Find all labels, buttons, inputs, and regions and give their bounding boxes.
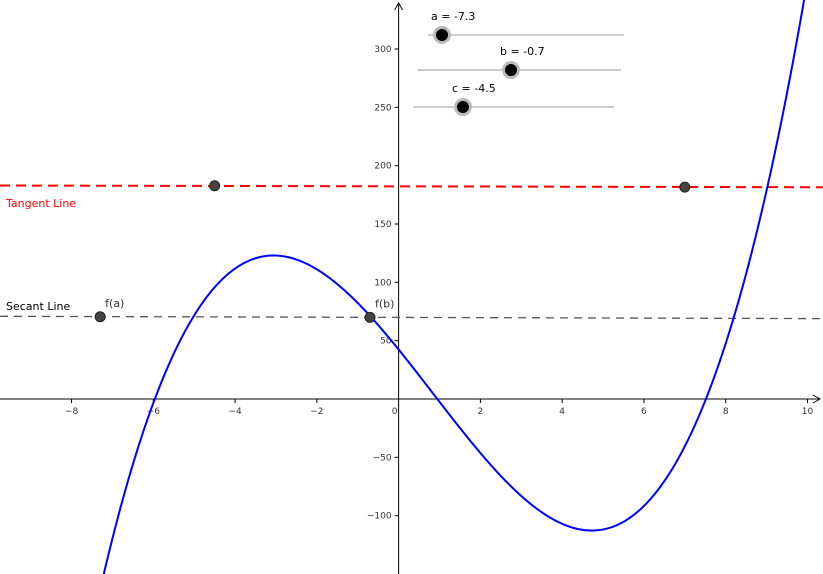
x-axis-arrow [812,394,822,404]
point-label: f(b) [375,297,394,310]
function-curve-group [99,0,808,574]
y-axis-arrow [394,1,404,11]
secant-line-label: Secant Line [6,300,70,313]
function-curve[interactable] [99,0,808,574]
point-label: f(a) [105,297,124,310]
line-labels: Tangent Line Secant Line [5,197,76,313]
tangent-line[interactable] [0,184,823,189]
slider-a-label: a = -7.3 [431,10,475,23]
x-tick-label: −8 [65,407,79,417]
y-tick-label: 50 [380,337,392,347]
graph-point[interactable] [679,181,691,193]
slider-c-knob[interactable] [457,101,469,113]
sliders-panel: a = -7.3 b = -0.7 c = -4.5 [413,10,624,116]
graph-point[interactable] [94,311,106,323]
slider-b-label: b = -0.7 [500,45,545,58]
slider-b-knob[interactable] [505,64,517,76]
x-tick-label: 10 [802,407,814,417]
slider-c-label: c = -4.5 [452,82,496,95]
slider-a[interactable]: a = -7.3 [428,10,624,44]
y-tick-label: 300 [374,45,391,55]
slider-a-knob[interactable] [436,29,448,41]
slider-b[interactable]: b = -0.7 [418,45,621,79]
axis-ticks: −8 −6 −4 −2 0 2 4 6 8 10 −100 −50 50 100 150 200 250 300 [65,45,814,522]
graph-point[interactable] [209,180,221,192]
y-tick-label: 200 [374,162,391,172]
secant-line[interactable] [0,315,823,320]
points-group: f(a) f(b) [94,180,691,323]
y-tick-label: −100 [367,512,392,522]
x-tick-label: −4 [228,407,242,417]
y-tick-label: 100 [374,278,391,288]
slider-c[interactable]: c = -4.5 [413,82,614,116]
x-tick-label: 2 [478,407,484,417]
x-tick-label: −6 [147,407,161,417]
graph-point[interactable] [364,311,376,323]
x-tick-label: 0 [392,407,398,417]
y-tick-label: −50 [373,453,392,463]
x-tick-label: −2 [310,407,323,417]
y-tick-label: 150 [374,220,391,230]
y-tick-label: 250 [374,103,391,113]
tangent-line-label: Tangent Line [5,197,76,210]
reference-lines [0,184,823,320]
x-tick-label: 6 [641,407,647,417]
x-tick-label: 4 [559,407,565,417]
x-tick-label: 8 [723,407,729,417]
